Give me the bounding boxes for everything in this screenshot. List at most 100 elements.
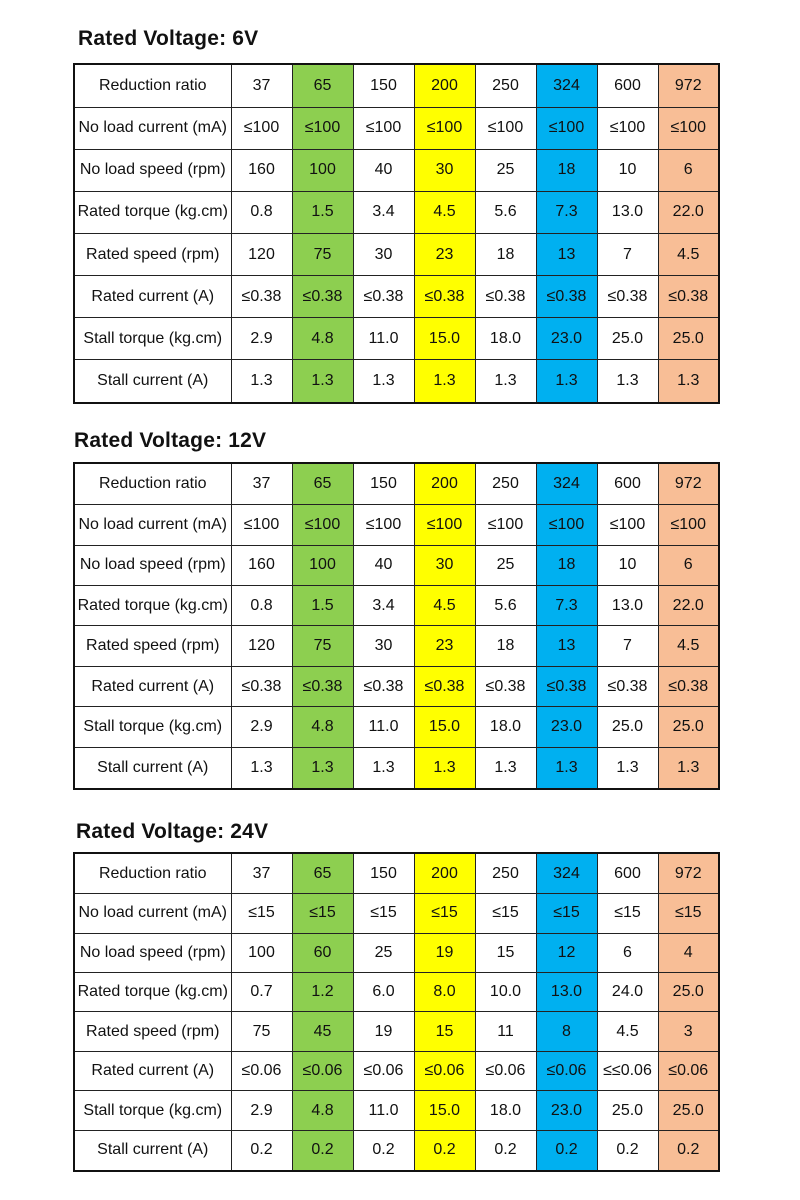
table-cell: ≤0.38 xyxy=(657,275,720,319)
table-cell: 972 xyxy=(657,63,720,108)
table-cell: 100 xyxy=(291,148,354,192)
table-cell: 6 xyxy=(596,932,659,973)
table-cell: 60 xyxy=(291,932,354,973)
table-cell: 15.0 xyxy=(413,317,476,361)
section-title: Rated Voltage: 24V xyxy=(76,820,269,843)
table-cell: 19 xyxy=(413,932,476,973)
row-label: Stall current (A) xyxy=(73,359,232,404)
row-label: Reduction ratio xyxy=(73,852,232,895)
table-cell: 0.2 xyxy=(474,1129,537,1172)
table-cell: ≤100 xyxy=(291,106,354,150)
table-cell: 1.3 xyxy=(352,359,415,404)
table-cell: 972 xyxy=(657,462,720,506)
spec-table: Reduction ratio 37 65 150 200 250 324 600 972 No … xyxy=(73,852,720,1172)
table-cell: ≤15 xyxy=(474,893,537,934)
table-row: Rated torque (kg.cm) 0.8 1.5 3.4 4.5 5.6 7.3 13… xyxy=(73,584,720,627)
table-cell: 22.0 xyxy=(657,190,720,234)
table-cell: ≤100 xyxy=(535,106,598,150)
table-cell: 4 xyxy=(657,932,720,973)
table-cell: 25.0 xyxy=(596,1090,659,1131)
table-row: Stall torque (kg.cm) 2.9 4.8 11.0 15.0 18.0 23… xyxy=(73,706,720,748)
table-cell: 3 xyxy=(657,1011,720,1052)
table-cell: 600 xyxy=(596,852,659,895)
table-cell: 45 xyxy=(291,1011,354,1052)
table-cell: 6 xyxy=(657,544,720,586)
table-cell: 18 xyxy=(535,544,598,586)
table-cell: 4.5 xyxy=(657,232,720,277)
table-cell: ≤0.06 xyxy=(413,1050,476,1092)
table-cell: 30 xyxy=(413,544,476,586)
table-cell: 1.2 xyxy=(291,971,354,1013)
table-cell: 1.3 xyxy=(413,746,476,790)
table-cell: 120 xyxy=(230,232,293,277)
table-cell: ≤100 xyxy=(596,106,659,150)
table-cell: ≤15 xyxy=(291,893,354,934)
table-cell: ≤0.38 xyxy=(535,665,598,708)
table-cell: 19 xyxy=(352,1011,415,1052)
table-cell: 4.5 xyxy=(596,1011,659,1052)
table-cell: 13.0 xyxy=(596,584,659,627)
table-cell: 15 xyxy=(413,1011,476,1052)
table-cell: 3.4 xyxy=(352,584,415,627)
table-cell: ≤0.06 xyxy=(230,1050,293,1092)
row-label: Stall current (A) xyxy=(73,746,232,790)
table-cell: 12 xyxy=(535,932,598,973)
row-label: Rated torque (kg.cm) xyxy=(73,971,232,1013)
table-cell: ≤0.38 xyxy=(535,275,598,319)
table-cell: ≤100 xyxy=(474,504,537,546)
table-cell: ≤0.38 xyxy=(596,275,659,319)
table-cell: 324 xyxy=(535,63,598,108)
row-label: Stall torque (kg.cm) xyxy=(73,1090,232,1131)
table-cell: 6 xyxy=(657,148,720,192)
table-cell: 25 xyxy=(352,932,415,973)
table-cell: 18.0 xyxy=(474,317,537,361)
row-label: Rated speed (rpm) xyxy=(73,232,232,277)
table-cell: 23 xyxy=(413,625,476,667)
table-cell: ≤100 xyxy=(596,504,659,546)
table-cell: ≤0.38 xyxy=(291,665,354,708)
table-cell: 23.0 xyxy=(535,317,598,361)
row-label: Rated torque (kg.cm) xyxy=(73,190,232,234)
table-cell: 15.0 xyxy=(413,706,476,748)
table-cell: 120 xyxy=(230,625,293,667)
table-cell: 18.0 xyxy=(474,706,537,748)
table-cell: 40 xyxy=(352,148,415,192)
table-cell: 4.8 xyxy=(291,706,354,748)
table-cell: 4.8 xyxy=(291,317,354,361)
table-cell: 100 xyxy=(230,932,293,973)
table-cell: 23 xyxy=(413,232,476,277)
table-cell: 324 xyxy=(535,852,598,895)
table-cell: 4.5 xyxy=(413,584,476,627)
table-row: Rated torque (kg.cm) 0.7 1.2 6.0 8.0 10.0 13.0… xyxy=(73,971,720,1013)
table-cell: 10 xyxy=(596,148,659,192)
table-cell: 0.2 xyxy=(596,1129,659,1172)
table-cell: 25.0 xyxy=(596,706,659,748)
table-cell: ≤100 xyxy=(352,106,415,150)
table-row: Rated speed (rpm) 120 75 30 23 18 13 7 4.5 xyxy=(73,232,720,277)
table-row: No load speed (rpm) 160 100 40 30 25 18 10 6 xyxy=(73,544,720,586)
table-cell: 8.0 xyxy=(413,971,476,1013)
table-cell: 4.5 xyxy=(413,190,476,234)
table-cell: 0.2 xyxy=(291,1129,354,1172)
table-row: Reduction ratio 37 65 150 200 250 324 600 972 xyxy=(73,63,720,108)
table-cell: ≤0.38 xyxy=(352,275,415,319)
table-cell: 0.8 xyxy=(230,190,293,234)
table-cell: ≤0.38 xyxy=(230,275,293,319)
table-cell: 18 xyxy=(535,148,598,192)
table-cell: 1.3 xyxy=(291,746,354,790)
row-label: No load current (mA) xyxy=(73,893,232,934)
table-cell: 6.0 xyxy=(352,971,415,1013)
table-cell: 160 xyxy=(230,148,293,192)
table-cell: 1.3 xyxy=(535,746,598,790)
table-cell: 11.0 xyxy=(352,317,415,361)
table-cell: 0.8 xyxy=(230,584,293,627)
table-cell: 25.0 xyxy=(657,317,720,361)
row-label: Rated speed (rpm) xyxy=(73,625,232,667)
table-cell: ≤0.06 xyxy=(535,1050,598,1092)
table-cell: 7 xyxy=(596,625,659,667)
table-row: Rated current (A) ≤0.38 ≤0.38 ≤0.38 ≤0.38 ≤0.… xyxy=(73,275,720,319)
table-cell: 10.0 xyxy=(474,971,537,1013)
table-row: Rated torque (kg.cm) 0.8 1.5 3.4 4.5 5.6 7.3 13… xyxy=(73,190,720,234)
table-cell: 65 xyxy=(291,852,354,895)
table-cell: ≤15 xyxy=(657,893,720,934)
